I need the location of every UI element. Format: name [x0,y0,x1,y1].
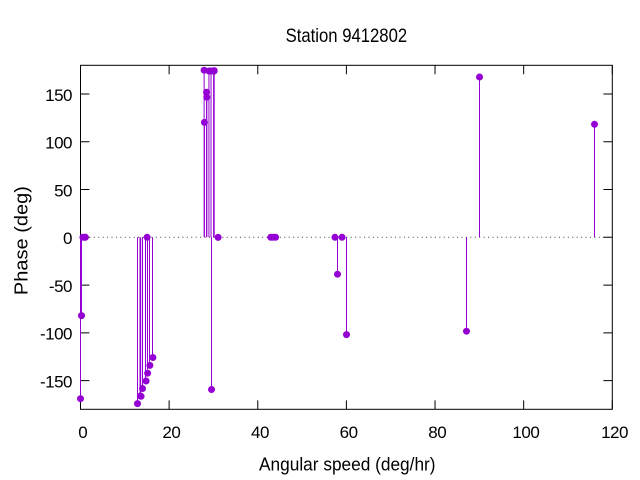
svg-text:120: 120 [601,423,628,442]
svg-text:0: 0 [78,423,87,442]
svg-text:Station 9412802: Station 9412802 [286,25,408,47]
svg-text:100: 100 [512,423,539,442]
svg-text:60: 60 [340,423,358,442]
svg-text:150: 150 [45,86,72,105]
svg-text:100: 100 [45,134,72,153]
svg-text:Angular speed (deg/hr): Angular speed (deg/hr) [259,455,436,475]
svg-text:80: 80 [428,423,446,442]
svg-text:Phase (deg): Phase (deg) [11,186,31,295]
svg-text:-100: -100 [40,325,72,344]
svg-text:-150: -150 [40,372,72,391]
svg-text:0: 0 [63,229,72,248]
svg-text:20: 20 [162,423,180,442]
svg-text:-50: -50 [49,277,72,296]
svg-text:40: 40 [251,423,269,442]
svg-text:50: 50 [54,181,72,200]
